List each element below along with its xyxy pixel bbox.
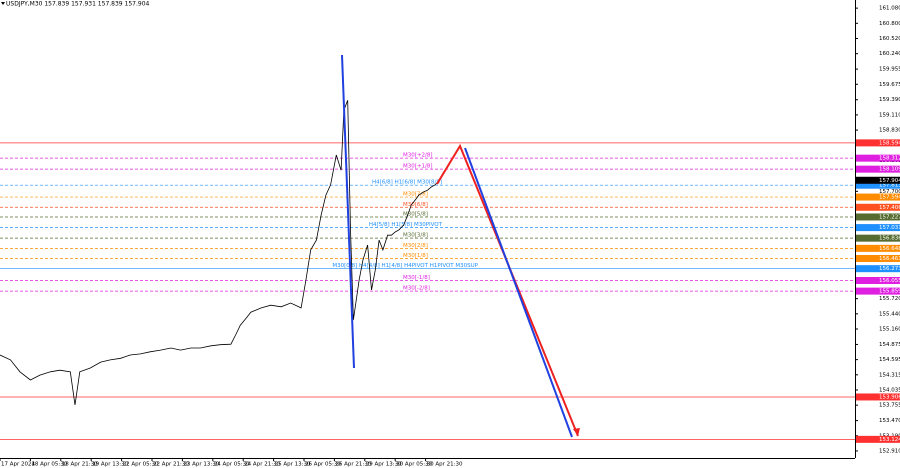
y-tick-label: 159.955 (879, 67, 900, 73)
level-price-box (856, 193, 900, 201)
y-tick-label: 160.800 (879, 21, 900, 27)
level-price: 157.594 (879, 195, 900, 201)
forecast-line (464, 147, 573, 438)
axes: 161.080 160.800 160.520 160.240 159.955 159.6… (0, 6, 900, 468)
price-line (0, 100, 439, 405)
level-price-box (856, 393, 900, 401)
level-price-box (856, 165, 900, 173)
y-tick-label: 159.110 (879, 112, 900, 118)
y-tick-label: 154.875 (879, 342, 900, 348)
level-price: 158.109 (879, 167, 900, 173)
level-price-box (856, 435, 900, 443)
level-price: 158.312 (879, 156, 900, 162)
level-price-box (856, 244, 900, 252)
level-label: H4[5/8] H1[5/8] M30PIVOT (369, 222, 443, 228)
y-tick-label: 155.440 (879, 311, 900, 317)
level-label: M30[-1/8] (403, 275, 430, 281)
level-label: H4[6/8] H1[6/8] M30[8/8] (372, 180, 442, 186)
y-tick-label: 154.315 (879, 372, 900, 378)
level-price-box (856, 203, 900, 211)
x-tick-label: 18 Apr 21:30 (62, 462, 98, 468)
x-tick-label: 17 Apr 2024 (1, 462, 36, 468)
price (0, 100, 439, 405)
level-label: M30[+1/8] (403, 164, 433, 170)
x-tick-label: 30 Apr 05:30 (396, 462, 432, 468)
x-tick-label: 24 Apr 21:30 (244, 462, 280, 468)
level-price: 157.813 (879, 183, 900, 189)
level-price-box (856, 181, 900, 189)
x-tick-label: 30 Apr 21:30 (427, 462, 463, 468)
x-tick-label: 29 Apr 13:30 (366, 462, 402, 468)
x-tick-label: 19 Apr 13:30 (92, 462, 128, 468)
level-label: M30[3/8] (403, 233, 428, 239)
level-price-box (856, 213, 900, 221)
y-tick-label: 152.910 (879, 448, 900, 454)
x-tick-label: 25 Apr 13:30 (275, 462, 311, 468)
y-tick-label: 154.595 (879, 357, 900, 363)
y-tick-label: 157.700 (879, 189, 900, 195)
y-tick-label: 159.675 (879, 82, 900, 88)
y-tick-label: 155.720 (879, 296, 900, 302)
level-price-box (856, 234, 900, 242)
level-price: 156.273 (879, 266, 900, 272)
level-price: 157.406 (879, 205, 900, 211)
level-label: M30[-2/8] (403, 286, 430, 292)
level-price: 156.836 (879, 236, 900, 242)
level-price-box (856, 224, 900, 232)
level-label: M30[+2/8] (403, 153, 433, 159)
level-price-box (856, 287, 900, 295)
level-price-box (856, 254, 900, 262)
level-label: M30[6/8] (403, 202, 428, 208)
level-label: M30[0/8] H4[4/8] H1[4/8] H4PIVOT H1PIVOT… (332, 263, 478, 269)
last-price-box (856, 176, 900, 184)
level-price: 158.594 (879, 140, 900, 146)
level-label: M30[7/8] (403, 192, 428, 198)
y-tick-label: 159.390 (879, 97, 900, 103)
y-tick-label: 153.755 (879, 403, 900, 409)
y-tick-label: 160.240 (879, 51, 900, 57)
level-price: 153.124 (879, 437, 900, 443)
x-tick-label: 26 Apr 21:30 (335, 462, 371, 468)
arrow-head (573, 428, 580, 436)
x-tick-label: 22 Apr 05:30 (123, 462, 159, 468)
x-tick-label: 22 Apr 21:30 (153, 462, 189, 468)
y-tick-label: 158.830 (879, 128, 900, 134)
level-price-box (856, 154, 900, 162)
forecast-line (341, 54, 355, 369)
level-price-box (856, 139, 900, 147)
level-price-box (856, 265, 900, 273)
level-price: 153.906 (879, 394, 900, 400)
level-price: 155.859 (879, 289, 900, 295)
level-label: M30[5/8] (403, 211, 428, 217)
y-tick-label: 160.520 (879, 36, 900, 42)
x-tick-label: 18 Apr 05:30 (31, 462, 67, 468)
chart-title: USDJPY,M30 157.839 157.931 157.839 157.9… (6, 1, 150, 8)
x-tick-label: 24 Apr 05:30 (214, 462, 250, 468)
forecast-line (436, 143, 579, 437)
y-tick-label: 161.080 (879, 6, 900, 12)
y-tick-label: 154.035 (879, 387, 900, 393)
levels: M30[+2/8] M30[+1/8] H4[6/8] H1[6/8] M30[8/… (0, 142, 855, 440)
level-price-box (856, 276, 900, 284)
level-label: M30[2/8] (403, 243, 428, 249)
x-tick-label: 26 Apr 05:30 (305, 462, 341, 468)
level-price: 156.648 (879, 246, 900, 252)
level-price: 157.031 (879, 225, 900, 231)
level-price: 156.461 (879, 256, 900, 262)
y-tick-label: 153.470 (879, 418, 900, 424)
level-label: M30[1/8] (403, 253, 428, 259)
level-price: 157.227 (879, 214, 900, 220)
last-price: 157.904 (879, 178, 900, 184)
title-icon (1, 2, 5, 5)
x-tick-label: 23 Apr 13:30 (183, 462, 219, 468)
level-price: 156.055 (879, 278, 900, 284)
y-tick-label: 155.160 (879, 327, 900, 333)
